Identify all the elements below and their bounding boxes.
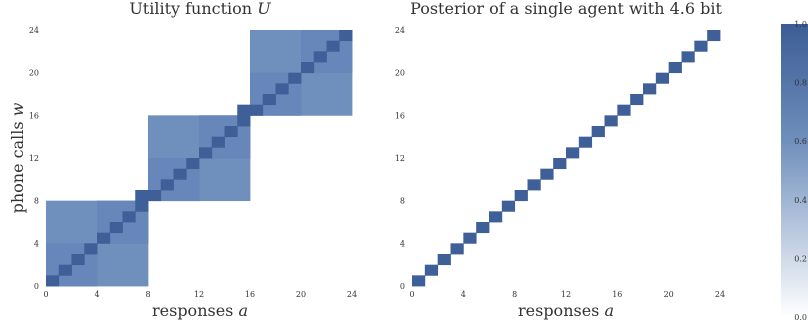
x-tick-label: 0 <box>43 290 48 299</box>
posterior-diagonal-cell <box>694 40 708 52</box>
posterior-diagonal-cell <box>514 190 528 202</box>
posterior-diagonal-cell <box>566 147 580 159</box>
colorbar-tick-label: 0.0 <box>794 313 807 322</box>
y-tick-label: 20 <box>395 69 405 78</box>
utility-diagonal-cell <box>109 222 123 234</box>
x-tick-label: 16 <box>612 290 622 299</box>
y-tick-label: 8 <box>34 197 39 206</box>
posterior-heatmap: Posterior of a single agent with 4.6 bit… <box>395 0 725 320</box>
x-tick-label: 20 <box>296 290 306 299</box>
y-tick-label: 16 <box>29 111 39 120</box>
posterior-diagonal-cell <box>437 254 451 266</box>
x-tick-label: 8 <box>145 290 150 299</box>
utility-diagonal-cell <box>250 104 264 116</box>
y-tick-label: 24 <box>395 26 405 35</box>
utility-diagonal-cell <box>288 72 302 84</box>
y-tick-label: 4 <box>34 239 39 248</box>
posterior-diagonal-cell <box>578 136 593 148</box>
x-tick-label: 8 <box>512 290 517 299</box>
utility-diagonal-cell <box>84 243 98 255</box>
y-tick-label: 0 <box>400 282 405 291</box>
utility-diagonal-cell <box>262 94 276 106</box>
utility-diagonal-cell <box>301 62 315 74</box>
utility-diagonal-cell <box>173 168 187 180</box>
y-tick-label: 16 <box>395 111 405 120</box>
posterior-diagonal-cell <box>553 158 567 170</box>
utility-diagonal-cell <box>71 254 85 266</box>
utility-diagonal-cell <box>275 83 289 95</box>
colorbar: 0.0 0.2 0.4 0.6 0.8 1.0 <box>781 20 808 322</box>
y-tick-label: 4 <box>400 239 405 248</box>
posterior-diagonal-cell <box>707 30 721 42</box>
x-tick-label: 12 <box>561 290 571 299</box>
utility-diagonal-cell <box>135 200 149 212</box>
x-tick-label: 4 <box>461 290 466 299</box>
y-tick-label: 20 <box>29 69 39 78</box>
colorbar-tick-label: 0.6 <box>794 137 807 146</box>
utility-diagonal-cell <box>199 147 213 159</box>
posterior-diagonal-cell <box>591 126 605 138</box>
colorbar-tick-label: 0.4 <box>794 196 807 205</box>
x-tick-label: 20 <box>664 290 674 299</box>
posterior-diagonal-cell <box>463 232 477 244</box>
y-tick-label: 12 <box>29 154 39 163</box>
y-tick-label: 24 <box>29 26 39 35</box>
y-tick-label: 12 <box>395 154 405 163</box>
utility-diagonal-cell <box>211 136 225 148</box>
posterior-diagonal-cell <box>643 83 657 95</box>
utility-diagonal-cell <box>313 51 327 63</box>
x-tick-label: 0 <box>409 290 414 299</box>
posterior-diagonal-cell <box>681 51 695 63</box>
utility-link-cell <box>237 104 251 116</box>
posterior-diagonal-cell <box>450 243 464 255</box>
utility-diagonal-cell <box>326 40 340 52</box>
utility-diagonal-cell <box>224 126 238 138</box>
utility-diagonal-cell <box>160 179 174 191</box>
utility-diagonal-cell <box>237 115 251 127</box>
posterior-diagonal-cell <box>527 179 541 191</box>
colorbar-tick-label: 0.8 <box>794 79 807 88</box>
utility-link-cell <box>135 190 149 202</box>
x-tick-label: 12 <box>194 290 204 299</box>
posterior-diagonal-cell <box>489 211 503 223</box>
y-axis-label: phone calls w <box>8 102 27 213</box>
x-tick-label: 24 <box>715 290 725 299</box>
utility-diagonal-cell <box>186 158 200 170</box>
x-tick-label: 16 <box>245 290 255 299</box>
utility-diagonal-cell <box>97 232 111 244</box>
posterior-diagonal-cell <box>424 264 439 276</box>
x-tick-label: 4 <box>94 290 99 299</box>
y-tick-label: 0 <box>34 282 39 291</box>
x-axis-label: responses a <box>518 301 614 320</box>
posterior-diagonal-cell <box>540 168 554 180</box>
colorbar-tick-label: 0.2 <box>794 254 807 263</box>
posterior-diagonal-cell <box>630 94 644 106</box>
posterior-diagonal-cell <box>476 222 490 234</box>
utility-diagonal-cell <box>122 211 136 223</box>
posterior-diagonal-cell <box>617 104 631 116</box>
y-tick-label: 8 <box>400 197 405 206</box>
utility-heatmap: Utility function U 0 4 8 12 16 20 24 0 4 8 12 16 20… <box>8 0 357 320</box>
chart-title: Utility function U <box>129 0 271 18</box>
chart-title: Posterior of a single agent with 4.6 bit <box>410 0 722 18</box>
utility-diagonal-cell <box>148 190 162 202</box>
posterior-diagonal-cell <box>501 200 516 212</box>
x-axis-label: responses a <box>152 301 248 320</box>
utility-diagonal-cell <box>46 275 60 287</box>
posterior-diagonal-cell <box>668 62 682 74</box>
x-tick-label: 24 <box>347 290 357 299</box>
posterior-diagonal-cell <box>412 275 426 287</box>
posterior-diagonal-cell <box>655 72 670 84</box>
posterior-diagonal-cell <box>604 115 618 127</box>
utility-diagonal-cell <box>339 30 353 42</box>
colorbar-tick-label: 1.0 <box>794 20 807 29</box>
colorbar-gradient <box>781 24 808 317</box>
utility-diagonal-cell <box>58 264 72 276</box>
